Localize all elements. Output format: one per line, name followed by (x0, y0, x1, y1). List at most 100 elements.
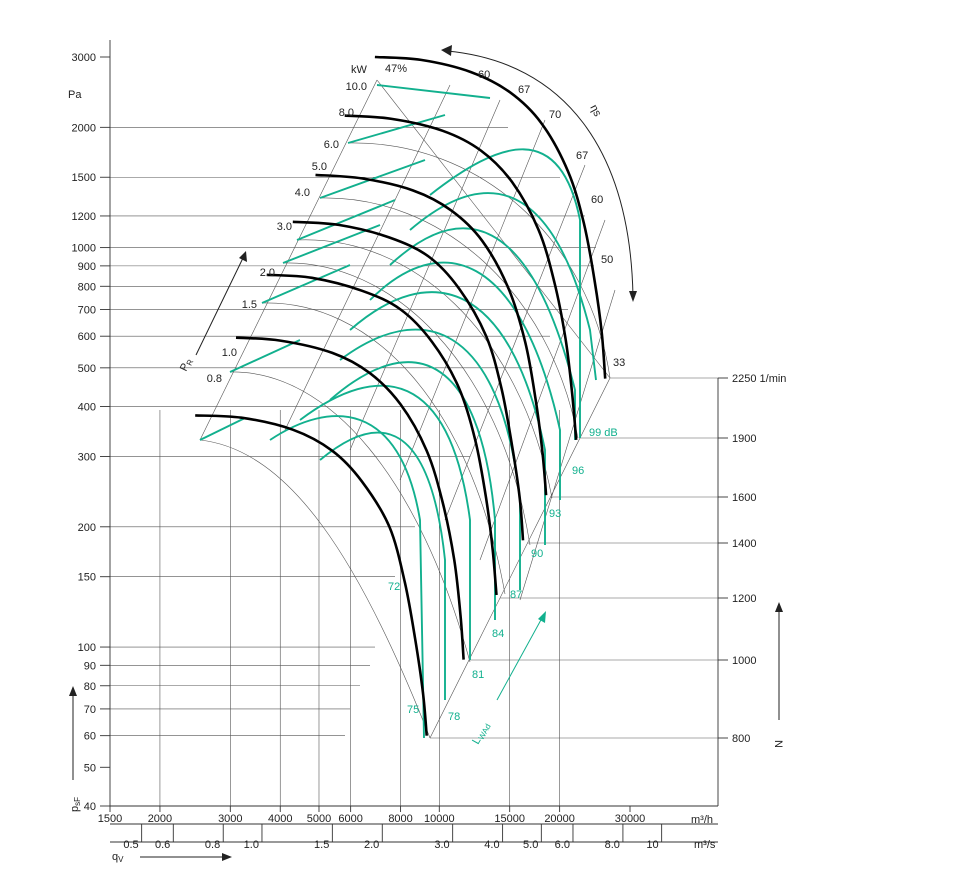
sound-curve-11 (329, 361, 496, 620)
sound-curve-0 (199, 417, 246, 441)
sound-label: 84 (492, 628, 504, 640)
power-label: 8.0 (339, 107, 354, 119)
power-label: 6.0 (324, 139, 339, 151)
fan-curve-800 (195, 414, 428, 736)
efficiency-arcs (199, 84, 616, 739)
sound-curve-6 (347, 114, 446, 144)
efficiency-arc-3 (282, 262, 531, 546)
sound-power-labels: 99 dB 96 93 90 87 84 81 78 75 72 (388, 427, 618, 723)
x-tick-label-m3h: 6000 (338, 813, 362, 825)
sound-label: 96 (572, 465, 584, 477)
x-tick-label-m3h: 15000 (494, 813, 525, 825)
efficiency-label: 70 (549, 109, 561, 121)
sound-label: 78 (448, 711, 460, 723)
x-tick-label-m3s: 8.0 (605, 839, 620, 851)
power-label: 4.0 (295, 187, 310, 199)
sound-label: 81 (472, 669, 484, 681)
y-tick-label: 60 (84, 731, 96, 743)
fan-curve-1000 (235, 336, 465, 660)
sound-curve-15 (389, 227, 576, 440)
efficiency-label: 60 (478, 69, 490, 81)
y-unit-label: Pa (68, 89, 82, 101)
y-tick-label: 3000 (72, 52, 96, 64)
fan-curve-1400 (292, 220, 525, 541)
power-label: 1.5 (242, 299, 257, 311)
y-tick-label: 600 (78, 331, 96, 343)
efficiency-label: 60 (591, 194, 603, 206)
speed-tick-label: 1000 (732, 655, 756, 667)
speed-tick-label: 800 (732, 733, 750, 745)
speed-tick-label: 1400 (732, 538, 756, 550)
pr-symbol-text: PR (178, 356, 196, 374)
speed-top-edge (376, 79, 611, 379)
x-tick-label-m3s: 2.0 (364, 839, 379, 851)
efficiency-label: 67 (518, 84, 530, 96)
power-unit-label: kW (351, 64, 368, 76)
efficiency-arc-8 (349, 99, 501, 451)
x-tick-label-m3s: 5.0 (523, 839, 538, 851)
x-tick-label-m3s: 0.5 (123, 839, 138, 851)
x-tick-label-m3s: 3.0 (434, 839, 449, 851)
y-tick-label: 300 (78, 451, 96, 463)
right-axis: 2250 1/min 1900 1600 1400 1200 1000 800 (717, 373, 786, 806)
power-label: 5.0 (312, 161, 327, 173)
efficiency-arc-5 (319, 197, 579, 439)
efficiency-label: 47% (385, 63, 407, 75)
x-tick-label-m3h: 30000 (615, 813, 646, 825)
y-tick-label: 500 (78, 363, 96, 375)
x-tick-label-m3s: 0.6 (155, 839, 170, 851)
y-tick-label: 400 (78, 402, 96, 414)
x-tick-label-m3h: 8000 (388, 813, 412, 825)
x-tick-marks: 1500 2000 3000 4000 5000 6000 8000 10000 15000 20… (98, 806, 663, 851)
x-unit-m3s: m³/s (694, 839, 716, 851)
x-tick-label-m3s: 1.5 (314, 839, 329, 851)
efficiency-arc-4 (296, 239, 553, 499)
power-scale-labels: 10.0 8.0 6.0 5.0 4.0 3.0 2.0 1.5 1.0 0.8 (207, 81, 367, 385)
sound-label: 87 (510, 589, 522, 601)
speed-tick-marks: 2250 1/min 1900 1600 1400 1200 1000 800 (718, 373, 786, 745)
x-tick-label-m3h: 2000 (148, 813, 172, 825)
sound-label: 90 (531, 548, 543, 560)
y-tick-label: 2000 (72, 122, 96, 134)
y-tick-label: 1200 (72, 211, 96, 223)
y-tick-label: 800 (78, 281, 96, 293)
sound-curve-9 (319, 431, 446, 700)
eff-symbol-text: ηs (587, 103, 603, 119)
bottom-axis: 1500 2000 3000 4000 5000 6000 8000 10000 15000 20… (98, 805, 718, 851)
x-tick-label-m3s: 10 (646, 839, 658, 851)
n-symbol-text: N (772, 740, 784, 748)
fan-curve-1200 (266, 273, 498, 596)
efficiency-arc-7 (284, 84, 451, 431)
y-tick-label: 40 (84, 801, 96, 813)
x-unit-m3h: m³/h (691, 814, 713, 826)
fan-curve-2250 (374, 55, 607, 379)
speed-reference-lines (430, 377, 718, 739)
efficiency-arc-0 (199, 439, 431, 739)
x-tick-label-m3h: 4000 (268, 813, 292, 825)
x-tick-label-m3h: 3000 (218, 813, 242, 825)
lwad-symbol-text: LWAd (470, 720, 493, 747)
fan-characteristic-curves (195, 55, 607, 736)
sound-label: 99 dB (589, 427, 618, 439)
y-tick-label: 1000 (72, 243, 96, 255)
fan-curve-1600 (315, 173, 548, 496)
power-label: 3.0 (277, 221, 292, 233)
power-label: 0.8 (207, 373, 222, 385)
y-tick-label: 200 (78, 522, 96, 534)
y-tick-label: 100 (78, 642, 96, 654)
y-tick-label: 80 (84, 681, 96, 693)
sound-curve-3 (282, 224, 381, 264)
n-symbol: N (772, 602, 784, 748)
sound-label: 93 (549, 508, 561, 520)
sound-label: 75 (407, 704, 419, 716)
x-tick-label-m3s: 4.0 (484, 839, 499, 851)
sound-curve-4 (296, 199, 396, 241)
efficiency-arc-10 (444, 164, 586, 521)
y-tick-label: 900 (78, 261, 96, 273)
x-tick-label-m3s: 6.0 (555, 839, 570, 851)
left-axis: 3000 2000 1500 1200 1000 900 800 700 600 500 400 30… (68, 40, 111, 813)
efficiency-label: 33 (613, 357, 625, 369)
speed-tick-label: 1600 (732, 492, 756, 504)
power-label: 1.0 (222, 347, 237, 359)
